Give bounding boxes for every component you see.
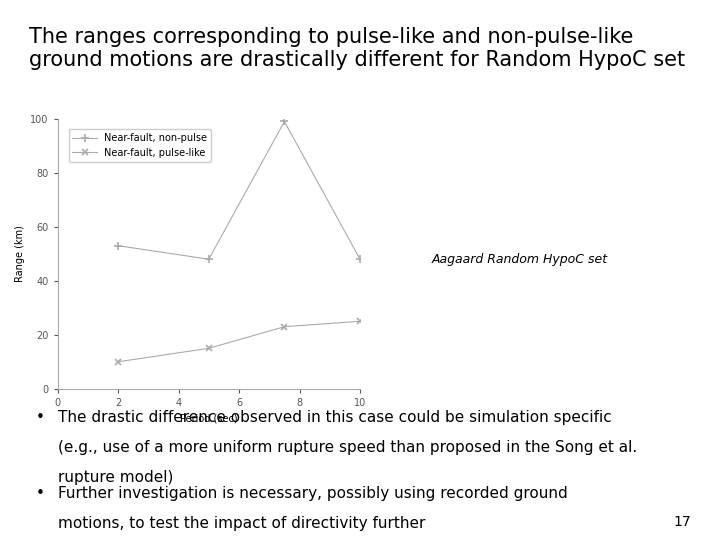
Text: •: •	[36, 486, 45, 501]
X-axis label: Period (sec): Period (sec)	[180, 414, 238, 423]
Text: motions, to test the impact of directivity further: motions, to test the impact of directivi…	[58, 516, 425, 531]
Near-fault, pulse-like	[356, 318, 364, 325]
Text: (e.g., use of a more uniform rupture speed than proposed in the Song et al.: (e.g., use of a more uniform rupture spe…	[58, 440, 637, 455]
Near-fault, non-pulse	[280, 118, 289, 125]
Text: The drastic difference observed in this case could be simulation specific: The drastic difference observed in this …	[58, 410, 611, 426]
Legend: Near-fault, non-pulse, Near-fault, pulse-like: Near-fault, non-pulse, Near-fault, pulse…	[68, 129, 212, 161]
Text: Aagaard Random HypoC set: Aagaard Random HypoC set	[432, 253, 608, 266]
Near-fault, non-pulse	[356, 256, 364, 262]
Text: Further investigation is necessary, possibly using recorded ground: Further investigation is necessary, poss…	[58, 486, 567, 501]
Text: 17: 17	[674, 515, 691, 529]
Text: rupture model): rupture model)	[58, 470, 173, 485]
Near-fault, pulse-like	[204, 345, 213, 352]
Y-axis label: Range (km): Range (km)	[14, 225, 24, 282]
Near-fault, non-pulse	[114, 242, 122, 249]
Near-fault, pulse-like	[114, 359, 122, 365]
Near-fault, pulse-like	[280, 323, 289, 330]
Line: Near-fault, pulse-like: Near-fault, pulse-like	[114, 318, 364, 365]
Near-fault, non-pulse	[204, 256, 213, 262]
Text: The ranges corresponding to pulse-like and non-pulse-like
ground motions are dra: The ranges corresponding to pulse-like a…	[29, 27, 685, 70]
Text: •: •	[36, 410, 45, 426]
Line: Near-fault, non-pulse: Near-fault, non-pulse	[114, 117, 364, 264]
